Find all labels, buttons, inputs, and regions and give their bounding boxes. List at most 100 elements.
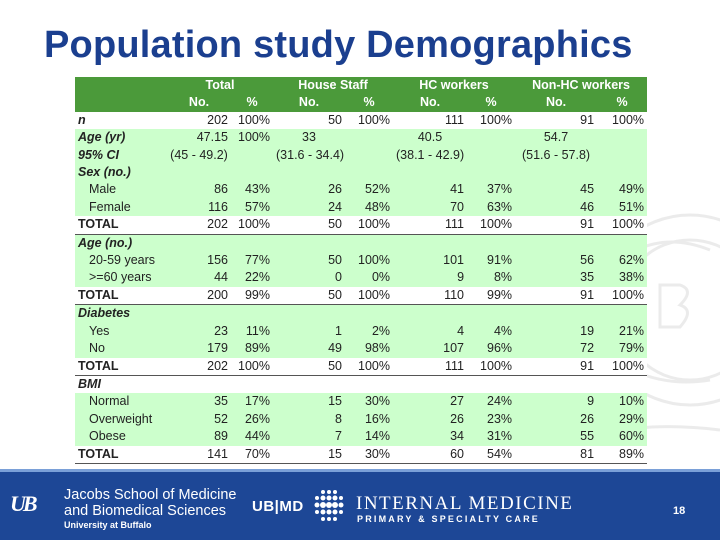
table-cell (393, 375, 468, 394)
table-cell: 57% (231, 198, 273, 217)
row-label: 95% CI (75, 146, 167, 165)
table-cell: 31% (467, 428, 516, 446)
table-cell (167, 234, 231, 253)
table-cell: 202 (167, 111, 231, 130)
table-cell: 81 (515, 445, 598, 464)
row-label: Overweight (75, 410, 167, 429)
row-label: n (75, 111, 167, 130)
table-cell: 100% (467, 216, 516, 235)
table-cell: 26 (515, 410, 598, 429)
table-cell: 4 (393, 322, 468, 341)
table-cell: 45 (515, 181, 598, 199)
table-cell (273, 164, 345, 182)
table-row: Overweight 52 26% 8 16% 26 23% 26 29% (75, 410, 648, 429)
table-cell (515, 304, 598, 323)
table-row: TOTAL 200 99% 50 100% 110 99% 91 100% (75, 286, 648, 306)
table-cell (393, 234, 468, 253)
table-cell: 56 (515, 252, 598, 270)
table-cell: (51.6 - 57.8) (515, 146, 598, 165)
table-cell: 46 (515, 198, 598, 217)
table-cell (515, 375, 598, 394)
table-cell: 51% (597, 198, 648, 217)
table-cell (393, 164, 468, 182)
table-row: Age (no.) (75, 234, 648, 253)
row-label: TOTAL (75, 357, 167, 376)
table-cell: 100% (231, 129, 273, 147)
row-label: TOTAL (75, 216, 167, 235)
table-cell (167, 375, 231, 394)
table-cell: 7 (273, 428, 345, 446)
table-cell: 37% (467, 181, 516, 199)
table-cell: 100% (231, 216, 273, 235)
table-cell: 100% (231, 111, 273, 130)
table-cell (467, 129, 516, 147)
header-sub: % (597, 94, 648, 112)
table-cell: 9 (515, 393, 598, 411)
table-row: Obese 89 44% 7 14% 34 31% 55 60% (75, 428, 648, 446)
table-row: TOTAL 202 100% 50 100% 111 100% 91 100% (75, 216, 648, 235)
table-row: Normal 35 17% 15 30% 27 24% 9 10% (75, 393, 648, 411)
row-label: Yes (75, 322, 167, 341)
table-cell: 29% (597, 410, 648, 429)
row-label: Female (75, 198, 167, 217)
school-name-line3: University at Buffalo (64, 520, 152, 530)
table-cell: 156 (167, 252, 231, 270)
table-cell: 44% (231, 428, 273, 446)
table-cell: (45 - 49.2) (167, 146, 231, 165)
table-cell: 2% (345, 322, 394, 341)
header-group-house-staff: House Staff (273, 77, 394, 95)
table-cell: 47.15 (167, 129, 231, 147)
table-cell: 91 (515, 111, 598, 130)
table-cell (467, 164, 516, 182)
table-row: Diabetes (75, 304, 648, 323)
table-cell: 100% (345, 111, 394, 130)
table-cell: 15 (273, 393, 345, 411)
table-cell (515, 234, 598, 253)
table-cell: 4% (467, 322, 516, 341)
internal-medicine-subtitle: PRIMARY & SPECIALTY CARE (357, 514, 540, 524)
table-cell (467, 375, 516, 394)
table-cell: 111 (393, 357, 468, 376)
table-cell: 35 (167, 393, 231, 411)
table-cell (231, 375, 273, 394)
table-cell: 202 (167, 216, 231, 235)
table-row: BMI (75, 375, 648, 394)
header-sub: No. (167, 94, 231, 112)
table-cell (231, 164, 273, 182)
table-cell (273, 234, 345, 253)
header-sub: % (467, 94, 516, 112)
table-cell: 0 (273, 269, 345, 287)
table-cell: 10% (597, 393, 648, 411)
table-cell (597, 164, 648, 182)
header-sub: % (345, 94, 394, 112)
table-cell (231, 146, 273, 165)
table-cell: 49 (273, 340, 345, 358)
table-cell: 52% (345, 181, 394, 199)
page-number: 18 (673, 505, 686, 517)
row-label: Obese (75, 428, 167, 446)
table-cell: 48% (345, 198, 394, 217)
header-group-hc-workers: HC workers (393, 77, 516, 95)
row-label: BMI (75, 375, 167, 394)
table-cell: 44 (167, 269, 231, 287)
table-cell: 116 (167, 198, 231, 217)
table-cell: 63% (467, 198, 516, 217)
table-cell: 50 (273, 111, 345, 130)
table-cell: 17% (231, 393, 273, 411)
table-row: >=60 years 44 22% 0 0% 9 8% 35 38% (75, 269, 648, 287)
table-cell: 38% (597, 269, 648, 287)
table-cell: 99% (231, 286, 273, 306)
table-cell (167, 164, 231, 182)
table-cell: 98% (345, 340, 394, 358)
table-cell: 179 (167, 340, 231, 358)
table-cell: 49% (597, 181, 648, 199)
table-cell: 8 (273, 410, 345, 429)
table-cell: 30% (345, 393, 394, 411)
table-cell: 60% (597, 428, 648, 446)
table-cell: 100% (597, 357, 648, 376)
table-cell: (31.6 - 34.4) (273, 146, 345, 165)
school-name-line1: Jacobs School of Medicine (64, 487, 237, 503)
table-cell (597, 129, 648, 147)
header-sub: No. (393, 94, 468, 112)
slide-title: Population study Demographics (44, 24, 633, 66)
